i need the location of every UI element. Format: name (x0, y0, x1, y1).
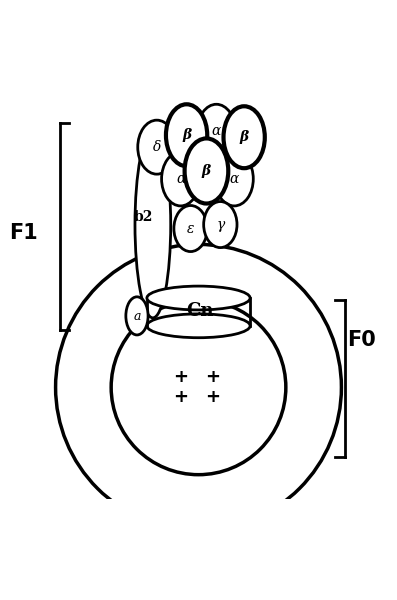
Ellipse shape (224, 106, 265, 168)
Text: +: + (173, 368, 188, 386)
Text: δ: δ (152, 140, 161, 154)
Text: β: β (239, 130, 249, 144)
Ellipse shape (138, 120, 176, 174)
Text: a: a (133, 310, 141, 323)
Text: ε: ε (187, 221, 194, 236)
Text: Cn: Cn (187, 302, 214, 320)
Circle shape (56, 244, 341, 530)
Ellipse shape (197, 104, 235, 158)
Ellipse shape (204, 202, 237, 248)
Text: α: α (212, 124, 221, 138)
Ellipse shape (126, 297, 148, 335)
Text: F0: F0 (347, 329, 376, 350)
Text: α: α (229, 172, 239, 186)
Ellipse shape (174, 206, 207, 251)
Text: +: + (173, 388, 188, 406)
Ellipse shape (147, 286, 250, 310)
Text: F1: F1 (10, 223, 38, 242)
Circle shape (111, 300, 286, 475)
Text: α: α (176, 172, 185, 186)
Text: γ: γ (216, 218, 224, 232)
Text: +: + (205, 388, 220, 406)
Ellipse shape (215, 152, 253, 206)
Ellipse shape (147, 314, 250, 338)
Text: +: + (205, 368, 220, 386)
Ellipse shape (166, 104, 207, 166)
Ellipse shape (185, 139, 228, 203)
Text: b2: b2 (133, 209, 152, 224)
Text: β: β (182, 128, 191, 142)
Ellipse shape (162, 152, 200, 206)
Ellipse shape (135, 131, 171, 318)
Text: β: β (202, 164, 211, 178)
